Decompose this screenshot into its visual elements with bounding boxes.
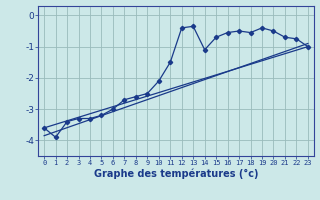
X-axis label: Graphe des températures (°c): Graphe des températures (°c) <box>94 169 258 179</box>
